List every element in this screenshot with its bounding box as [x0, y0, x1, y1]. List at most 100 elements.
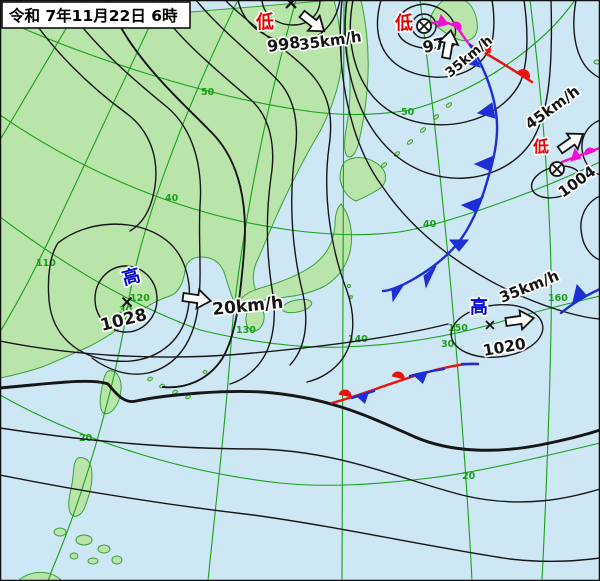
isobar [195, 0, 307, 366]
island-luzon [68, 457, 93, 517]
lat-label: 40 [423, 219, 437, 230]
stationary-front-triangle [356, 392, 369, 404]
isobar-ring-1028 [94, 265, 158, 333]
isobar [580, 195, 600, 261]
low-998-symbol: 低 [255, 11, 274, 33]
cold-front-triangle [423, 265, 437, 289]
cold-front-triangle [461, 51, 481, 68]
island-ryukyu [147, 376, 153, 382]
lat-label: 30 [119, 305, 133, 316]
island-taiwan [99, 370, 122, 415]
isobar-bold-1020 [0, 379, 600, 452]
isobar [349, 0, 528, 126]
island-izu [347, 284, 351, 288]
meridian-160e [529, 0, 552, 581]
isobar-ring [396, 3, 457, 49]
isobar [0, 323, 449, 358]
isobar [261, 0, 321, 26]
occluded-front [428, 13, 472, 47]
island [87, 557, 99, 565]
isobar [151, 0, 275, 385]
isobars [0, 0, 600, 562]
isobar [224, 0, 354, 383]
occluded-front-east [560, 146, 600, 164]
island-kuril [419, 127, 427, 133]
cold-front-triangle [460, 196, 484, 213]
lon-label: 110 [36, 258, 56, 269]
low-1004-center-mark [549, 161, 565, 177]
meridian-130e [207, 0, 297, 581]
island-hokkaido [339, 157, 386, 202]
island-ryukyu [185, 394, 191, 400]
island [69, 552, 79, 560]
island [75, 534, 93, 546]
island [593, 59, 600, 65]
parallel-40n [0, 114, 600, 236]
title-box-frame [1, 1, 191, 29]
cold-front-triangle [473, 155, 495, 172]
cold-front-triangle [572, 283, 587, 303]
occluded-front-triangle [570, 147, 582, 162]
isobar-ring-1024 [47, 223, 191, 363]
occluded-front-triangle [436, 13, 449, 28]
island-kyushu [245, 304, 265, 332]
island-izu [349, 295, 353, 299]
island-kuril [406, 139, 414, 145]
lat-label: 20 [462, 471, 476, 482]
occluded-front-line [560, 146, 600, 164]
cold-front-triangle [391, 282, 406, 303]
lat-label: 50 [201, 87, 215, 98]
meridian-110e [0, 0, 163, 333]
lat-label: 40 [165, 193, 179, 204]
cold-front-triangle [476, 102, 496, 119]
low-978-center-mark [416, 18, 432, 34]
lon-label: 120 [130, 293, 150, 304]
cold-front [381, 43, 499, 303]
low-978-symbol: 低 [394, 12, 413, 34]
isobar-ring [411, 13, 437, 39]
isobar [0, 427, 600, 503]
low-1004-symbol: 低 [532, 137, 549, 156]
high-1020-symbol: 高 [470, 296, 488, 318]
isobar [339, 0, 600, 320]
isobar [376, 0, 495, 78]
lon-label: 140 [348, 334, 368, 345]
cold-front-triangle [448, 239, 470, 252]
cold-front-east [559, 283, 600, 315]
isobar [581, 119, 600, 176]
parallel-20n [0, 394, 600, 486]
continent-asia [0, 0, 343, 379]
parallel-50n [0, 0, 576, 116]
island-ryukyu [172, 389, 178, 395]
graticule-labels: 110 120 130 140 150 160 50 40 30 20 50 4… [36, 87, 568, 482]
lat-label: 20 [79, 433, 93, 444]
lat-label: 50 [401, 107, 415, 118]
isobar-ring-1020 [450, 303, 544, 359]
stationary-front [330, 362, 480, 405]
meridian-150e [419, 0, 473, 581]
lon-label: 130 [236, 325, 256, 336]
lon-label: 160 [548, 293, 568, 304]
island [53, 527, 67, 537]
island-ryukyu [202, 370, 208, 374]
stationary-front-triangle [413, 371, 428, 384]
chart-date-title: 令和 7年11月22日 6時 [8, 6, 178, 25]
isobar [0, 474, 600, 562]
meridian-140e [341, 0, 345, 581]
title-box: 令和 7年11月22日 6時 [1, 1, 191, 29]
cold-front-line [559, 287, 600, 315]
lat-label: 30 [441, 339, 455, 350]
isobar [107, 0, 246, 389]
island-kuril [380, 162, 388, 168]
isobar [61, 0, 202, 375]
island [97, 544, 111, 554]
warm-front [468, 40, 534, 84]
island-kuril [445, 102, 453, 108]
island [111, 555, 123, 565]
lon-label: 150 [448, 323, 468, 334]
isobar [19, 0, 157, 232]
isobar [344, 0, 553, 179]
